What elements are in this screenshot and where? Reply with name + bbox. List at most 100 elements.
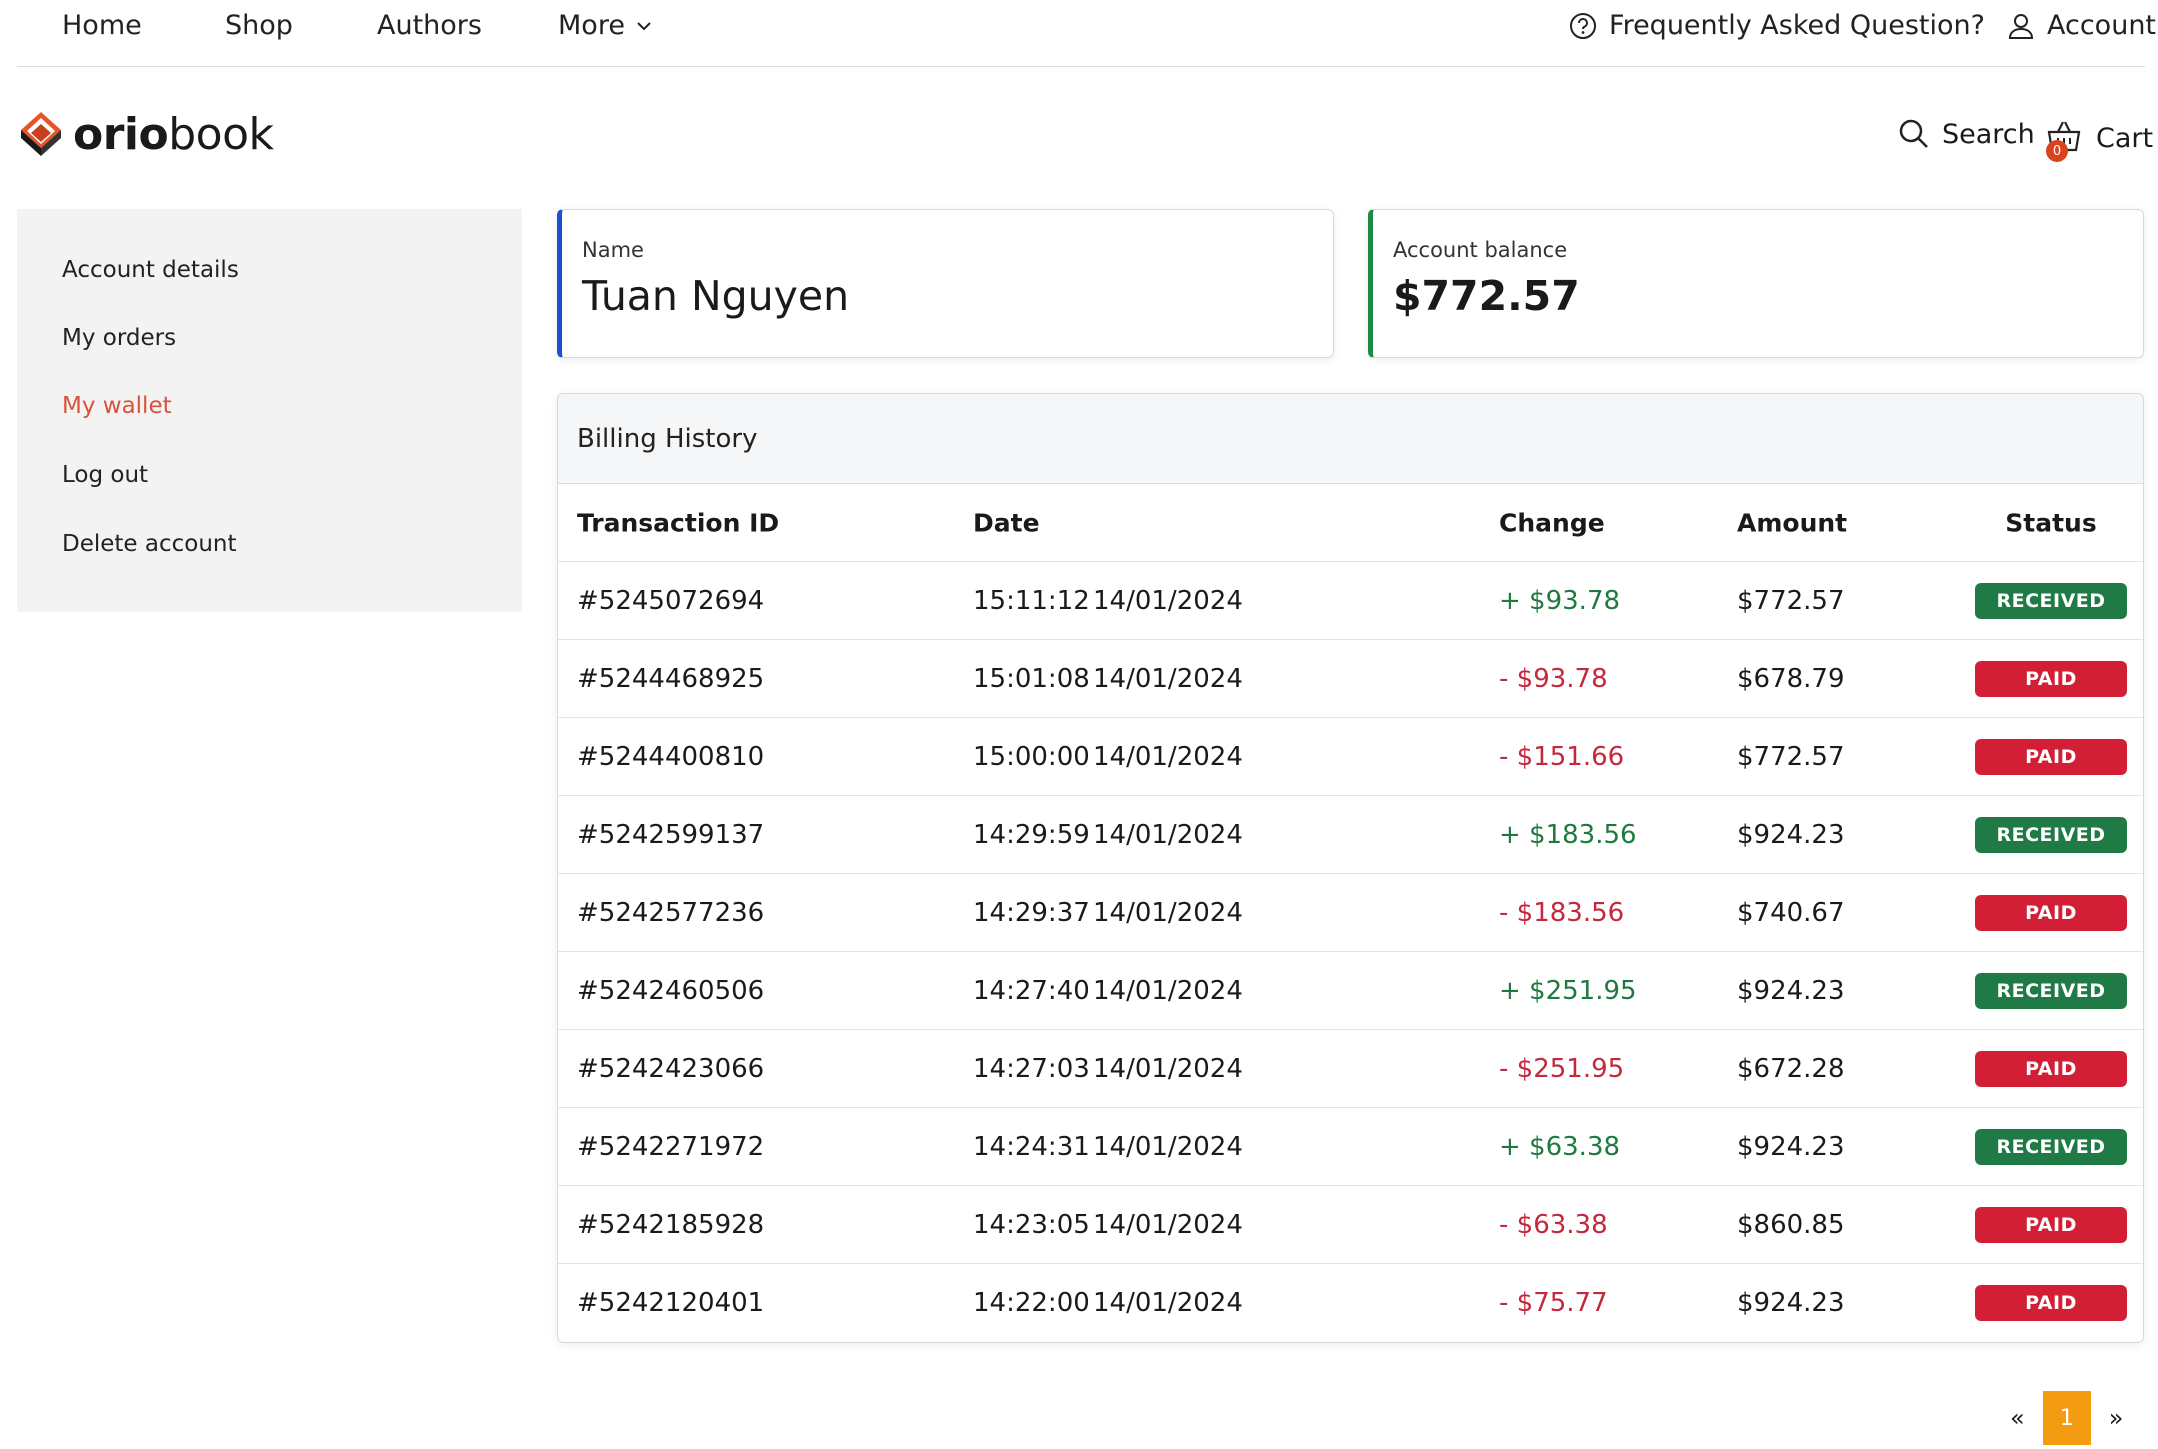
- transaction-amount: $772.57: [1737, 585, 1845, 616]
- pagination-page-1[interactable]: 1: [2042, 1391, 2091, 1445]
- status-cell: PAID: [1975, 738, 2127, 775]
- nav-authors[interactable]: Authors: [377, 10, 482, 41]
- nav-account[interactable]: Account: [2007, 10, 2156, 41]
- column-status: Status: [2005, 508, 2097, 537]
- transaction-time: 14:23:05: [973, 1209, 1090, 1240]
- table-row: #5245072694 15:11:12 14/01/2024 + $93.78 $77…: [558, 562, 2143, 640]
- transaction-amount: $924.23: [1737, 975, 1845, 1006]
- nav-faq-label: Frequently Asked Question?: [1609, 10, 1985, 41]
- table-row: #5242599137 14:29:59 14/01/2024 + $183.56 $9…: [558, 796, 2143, 874]
- transaction-time: 14:29:59: [973, 819, 1090, 850]
- nav-account-label: Account: [2047, 10, 2157, 41]
- transaction-amount: $860.85: [1737, 1209, 1845, 1240]
- transaction-change: - $183.56: [1499, 897, 1625, 928]
- brand-name-bold: orio: [73, 108, 169, 160]
- table-row: #5242460506 14:27:40 14/01/2024 + $251.95 $9…: [558, 952, 2143, 1030]
- status-cell: PAID: [1975, 894, 2127, 931]
- transaction-amount: $672.28: [1737, 1053, 1845, 1084]
- transaction-date: 14/01/2024: [1093, 975, 1243, 1006]
- brand-logo[interactable]: oriobook: [17, 108, 274, 160]
- column-transaction-id: Transaction ID: [577, 508, 780, 537]
- book-logo-icon: [21, 112, 61, 156]
- column-amount: Amount: [1737, 508, 1848, 537]
- nav-more-label: More: [558, 10, 625, 41]
- table-row: #5242120401 14:22:00 14/01/2024 - $75.77 $92…: [558, 1264, 2143, 1342]
- column-date: Date: [973, 508, 1040, 537]
- pagination-next[interactable]: »: [2108, 1404, 2124, 1432]
- status-cell: PAID: [1975, 660, 2127, 697]
- status-cell: PAID: [1975, 1050, 2127, 1087]
- transaction-change: + $63.38: [1499, 1131, 1621, 1162]
- status-cell: RECEIVED: [1975, 816, 2127, 853]
- transaction-id: #5242460506: [577, 975, 765, 1006]
- transaction-id: #5244468925: [577, 663, 765, 694]
- cart-count-badge: 0: [2046, 140, 2068, 162]
- status-cell: PAID: [1975, 1285, 2127, 1321]
- nav-shop[interactable]: Shop: [225, 10, 293, 41]
- status-badge: RECEIVED: [1975, 582, 2127, 619]
- cart-button[interactable]: 0 Cart: [2044, 118, 2154, 162]
- table-body: #5245072694 15:11:12 14/01/2024 + $93.78 $77…: [558, 562, 2143, 1342]
- user-icon: [2008, 13, 2034, 39]
- pagination-prev[interactable]: «: [2010, 1404, 2025, 1432]
- transaction-amount: $740.67: [1737, 897, 1845, 928]
- sidebar-item-my-orders[interactable]: My orders: [62, 325, 177, 351]
- table-row: #5242423066 14:27:03 14/01/2024 - $251.95 $6…: [558, 1030, 2143, 1108]
- transaction-date: 14/01/2024: [1093, 1053, 1243, 1084]
- nav-more[interactable]: More: [558, 10, 653, 41]
- transaction-date: 14/01/2024: [1093, 663, 1243, 694]
- status-cell: PAID: [1975, 1206, 2127, 1243]
- account-sidebar: Account details My orders My wallet Log …: [17, 209, 522, 612]
- transaction-id: #5242120401: [577, 1288, 765, 1318]
- sidebar-item-delete-account[interactable]: Delete account: [62, 531, 237, 557]
- transaction-time: 14:22:00: [973, 1288, 1090, 1318]
- transaction-time: 14:27:40: [973, 975, 1090, 1006]
- transaction-time: 14:24:31: [973, 1131, 1090, 1162]
- search-button[interactable]: Search: [1898, 118, 2035, 150]
- transaction-time: 14:29:37: [973, 897, 1090, 928]
- search-icon: [1899, 119, 1928, 148]
- status-badge: PAID: [1975, 894, 2127, 931]
- status-badge: PAID: [1975, 1285, 2127, 1321]
- sidebar-item-log-out[interactable]: Log out: [62, 462, 149, 488]
- name-label: Name: [582, 238, 644, 262]
- top-navigation: Home Shop Authors More Frequently Asked …: [17, 0, 2156, 67]
- nav-home[interactable]: Home: [62, 10, 142, 41]
- brand-name: oriobook: [73, 109, 274, 160]
- transaction-id: #5244400810: [577, 741, 765, 772]
- status-cell: RECEIVED: [1975, 972, 2127, 1009]
- transaction-date: 14/01/2024: [1093, 585, 1243, 616]
- cart-label: Cart: [2096, 122, 2154, 154]
- status-badge: RECEIVED: [1975, 816, 2127, 853]
- balance-label: Account balance: [1393, 238, 1568, 262]
- transaction-date: 14/01/2024: [1093, 819, 1243, 850]
- table-row: #5242577236 14:29:37 14/01/2024 - $183.56 $7…: [558, 874, 2143, 952]
- transaction-change: - $93.78: [1499, 663, 1608, 694]
- transaction-id: #5245072694: [577, 585, 765, 616]
- status-cell: RECEIVED: [1975, 582, 2127, 619]
- table-header: Transaction ID Date Change Amount Status: [558, 484, 2143, 562]
- transaction-id: #5242423066: [577, 1053, 765, 1084]
- account-balance: $772.57: [1393, 272, 1580, 320]
- transaction-amount: $678.79: [1737, 663, 1845, 694]
- transaction-change: - $151.66: [1499, 741, 1625, 772]
- transaction-date: 14/01/2024: [1093, 1288, 1243, 1318]
- brand-name-light: book: [168, 108, 274, 160]
- table-row: #5242185928 14:23:05 14/01/2024 - $63.38 $86…: [558, 1186, 2143, 1264]
- billing-history-panel: Billing History Transaction ID Date Chan…: [557, 393, 2144, 1343]
- sidebar-item-account-details[interactable]: Account details: [62, 257, 239, 283]
- sidebar-item-my-wallet[interactable]: My wallet: [62, 393, 172, 419]
- transaction-time: 14:27:03: [973, 1053, 1090, 1084]
- transaction-change: + $251.95: [1499, 975, 1637, 1006]
- transaction-change: - $63.38: [1499, 1209, 1608, 1240]
- status-badge: PAID: [1975, 660, 2127, 697]
- status-cell: RECEIVED: [1975, 1128, 2127, 1165]
- transaction-id: #5242599137: [577, 819, 765, 850]
- status-badge: PAID: [1975, 1206, 2127, 1243]
- status-badge: PAID: [1975, 1050, 2127, 1087]
- transaction-change: + $93.78: [1499, 585, 1621, 616]
- transaction-time: 15:01:08: [973, 663, 1090, 694]
- nav-faq[interactable]: Frequently Asked Question?: [1569, 10, 1985, 41]
- cart-icon-wrap: 0: [2044, 118, 2084, 162]
- transaction-change: + $183.56: [1499, 819, 1637, 850]
